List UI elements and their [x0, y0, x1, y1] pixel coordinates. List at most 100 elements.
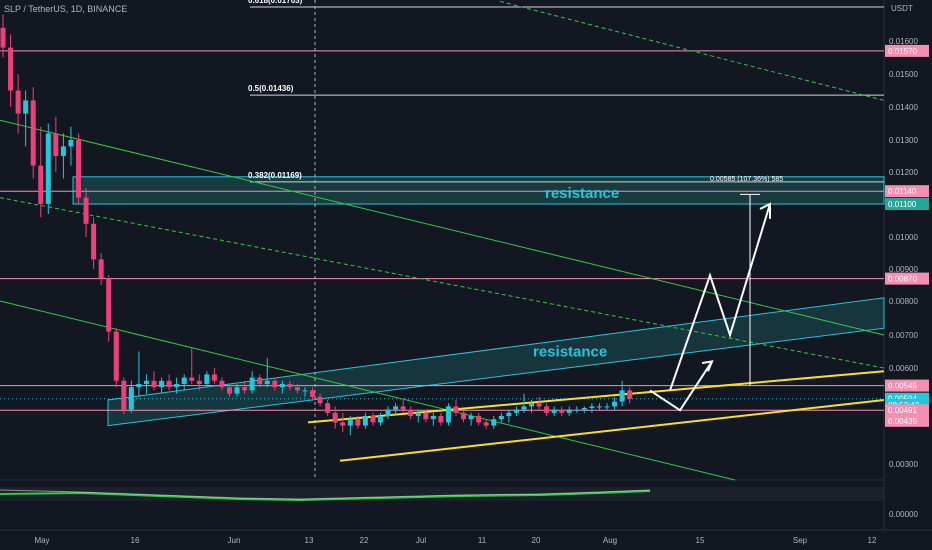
candle-body: [45, 133, 51, 204]
candle-body: [234, 387, 240, 394]
candle-body: [113, 331, 119, 381]
candle-body: [445, 406, 451, 423]
candle-body: [491, 419, 497, 426]
x-axis-tick: Aug: [603, 536, 617, 545]
y-axis-tick: 0.01400: [889, 103, 918, 112]
candle-body: [619, 390, 625, 402]
candle-body: [529, 403, 534, 407]
price-badge-label: 0.00491: [888, 406, 917, 415]
candle-body: [370, 416, 376, 423]
price-badge: [885, 404, 929, 417]
price-badge: [885, 272, 929, 285]
candle-body: [189, 377, 195, 381]
candle-body: [596, 406, 602, 408]
support-channel-upper: [307, 370, 885, 424]
price-badge-label: 0.01140: [888, 187, 917, 196]
candle-body: [453, 406, 459, 413]
candle-body: [476, 416, 482, 423]
projection-arrow-1: [649, 360, 713, 412]
x-axis-tick: 13: [305, 536, 314, 545]
y-axis-tick: 0.00900: [889, 265, 918, 274]
x-axis-tick: Sep: [793, 536, 808, 545]
currency-label: USDT: [891, 4, 913, 13]
candle-body: [408, 409, 414, 416]
y-axis-tick: 0.00800: [889, 297, 918, 306]
candle-body: [76, 140, 81, 198]
candle-body: [355, 419, 361, 426]
lower-pane-tick: 0.00000: [889, 510, 918, 519]
candle-body: [347, 419, 353, 426]
y-axis-tick: 0.00300: [889, 460, 918, 469]
measure-label: 0.00585 (107.36%) 585: [710, 176, 783, 183]
candle-body: [385, 409, 391, 416]
price-badge: [885, 379, 929, 392]
price-badge: [885, 185, 929, 198]
candle-body: [15, 90, 21, 114]
candle-body: [136, 384, 142, 388]
y-axis-tick: 0.00600: [889, 364, 918, 373]
candle-body: [23, 100, 29, 114]
y-axis-tick: 0.00700: [889, 331, 918, 340]
candle-body: [68, 140, 74, 147]
candle-body: [589, 406, 595, 408]
candle-body: [581, 408, 587, 410]
indicator-signal: [0, 489, 651, 500]
y-axis-tick: 0.01300: [889, 136, 918, 145]
y-axis-tick: 0.01200: [889, 168, 918, 177]
candle-body: [423, 412, 429, 420]
price-badge: [885, 44, 929, 57]
candle-body: [317, 396, 323, 404]
candle-body: [506, 412, 512, 416]
resistance-label-lower: resistance: [533, 344, 607, 361]
candle-body: [211, 374, 217, 381]
resistance-label-upper: resistance: [545, 185, 619, 202]
candle-body: [521, 406, 527, 410]
candle-body: [272, 380, 278, 388]
candle-body: [332, 412, 338, 423]
candle-body: [483, 422, 489, 426]
candle-body: [513, 409, 519, 413]
candle-body: [166, 380, 172, 388]
price-badge: [885, 198, 929, 210]
fib-label: 0.5(0.01436): [248, 84, 294, 93]
candle-body: [60, 146, 66, 156]
price-badge-label: 0.00435: [888, 417, 917, 426]
candle-body: [612, 401, 618, 407]
price-badge-label: 0.00870: [888, 275, 917, 284]
y-axis-tick: 0.01500: [889, 70, 918, 79]
candle-body: [415, 412, 421, 416]
candle-body: [181, 377, 187, 384]
fib-label: 0.382(0.01169): [248, 171, 302, 180]
resistance-channel: [107, 297, 885, 427]
candle-body: [302, 390, 308, 392]
price-badge-label: 0.00545: [888, 382, 917, 391]
candle-body: [53, 133, 59, 156]
support-channel-lower: [339, 399, 885, 462]
candle-body: [219, 380, 225, 388]
candle-body: [566, 409, 572, 413]
candle-body: [83, 197, 89, 224]
candle-body: [249, 377, 255, 391]
candle-body: [378, 416, 383, 423]
candle-body: [91, 223, 97, 260]
candle-body: [30, 100, 36, 166]
indicator-line: [0, 490, 651, 502]
candle-body: [159, 380, 165, 388]
candle-body: [121, 380, 127, 410]
x-axis-tick: May: [34, 536, 49, 545]
candle-body: [128, 387, 134, 410]
candle-body: [574, 409, 580, 411]
candle-body: [400, 406, 406, 410]
x-axis-tick: 12: [868, 536, 877, 545]
candle-body: [0, 27, 6, 48]
candle-body: [196, 380, 202, 384]
y-axis-tick: 0.01600: [889, 37, 918, 46]
candles: [0, 14, 633, 436]
candle-body: [498, 416, 504, 420]
candle-body: [627, 390, 633, 399]
x-axis-tick: Jul: [416, 536, 426, 545]
candle-body: [279, 384, 285, 388]
candle-body: [287, 384, 293, 388]
